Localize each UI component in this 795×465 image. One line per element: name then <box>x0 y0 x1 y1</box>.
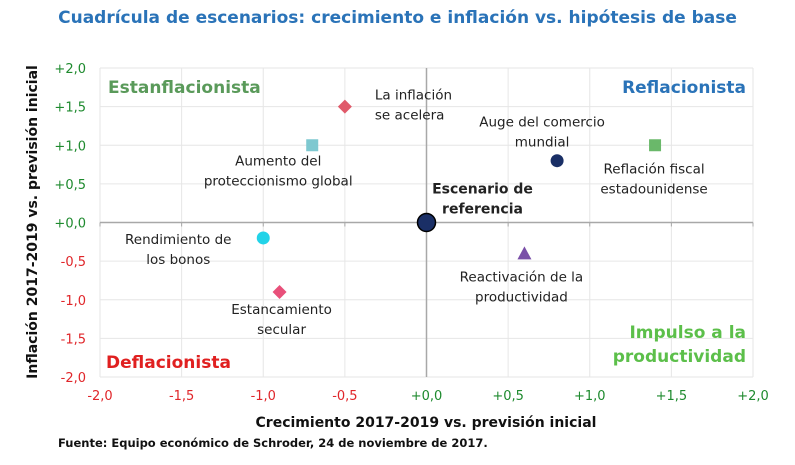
point-diamond <box>337 99 352 114</box>
y-tick-label: -0,5 <box>61 255 86 270</box>
y-tick-label: +0,5 <box>54 178 86 193</box>
y-tick-label: +1,5 <box>54 101 86 116</box>
point-label: Auge del comercio <box>479 115 605 131</box>
point-label: se acelera <box>375 108 445 124</box>
x-axis-title: Crecimiento 2017-2019 vs. previsión inic… <box>256 415 597 431</box>
point-label: mundial <box>515 135 570 151</box>
quadrant-label: Impulso a la <box>629 323 746 343</box>
x-tick-label: +0,5 <box>492 389 524 404</box>
point-circle <box>550 154 564 168</box>
point-baseline <box>416 212 437 233</box>
point-label: Reactivación de la <box>460 269 584 285</box>
point-square <box>306 139 319 152</box>
point-label: productividad <box>475 289 568 305</box>
point-label: referencia <box>442 202 523 218</box>
x-tick-label: -1,5 <box>169 389 194 404</box>
chart-title: Cuadrícula de escenarios: crecimiento e … <box>58 8 737 28</box>
point-label: Reflación fiscal <box>603 161 704 177</box>
point-label: estadounidense <box>600 181 707 197</box>
point-diamond <box>272 285 287 300</box>
quadrant-label: Deflacionista <box>106 353 231 373</box>
quadrant-label: Reflacionista <box>622 78 746 98</box>
x-tick-label: +2,0 <box>737 389 769 404</box>
quadrant-label: productividad <box>613 347 746 367</box>
y-tick-label: +0,0 <box>54 217 86 232</box>
quadrant-label: Estanflacionista <box>108 78 261 98</box>
point-label: La inflación <box>375 88 452 104</box>
point-square <box>649 139 662 152</box>
y-tick-label: -1,5 <box>61 332 86 347</box>
point-label: los bonos <box>146 252 210 268</box>
point-label: Aumento del <box>235 153 321 169</box>
point-triangle <box>517 246 532 260</box>
point-circle <box>256 231 270 245</box>
point-label: proteccionismo global <box>204 173 353 189</box>
x-tick-label: -1,0 <box>251 389 276 404</box>
point-label: Rendimiento de <box>125 232 231 248</box>
y-axis-title: Inflación 2017-2019 vs. previsión inicia… <box>25 65 41 379</box>
point-label: Escenario de <box>432 182 533 198</box>
x-tick-label: +1,0 <box>574 389 606 404</box>
y-tick-label: -1,0 <box>61 294 86 309</box>
y-tick-label: -2,0 <box>61 371 86 386</box>
point-label: secular <box>257 322 306 338</box>
x-tick-label: -0,5 <box>332 389 357 404</box>
x-tick-label: -2,0 <box>87 389 112 404</box>
x-tick-label: +1,5 <box>656 389 688 404</box>
point-label: Estancamiento <box>231 302 332 318</box>
x-tick-label: +0,0 <box>411 389 443 404</box>
y-tick-label: +1,0 <box>54 139 86 154</box>
source-note: Fuente: Equipo económico de Schroder, 24… <box>58 436 488 450</box>
y-tick-label: +2,0 <box>54 62 86 77</box>
